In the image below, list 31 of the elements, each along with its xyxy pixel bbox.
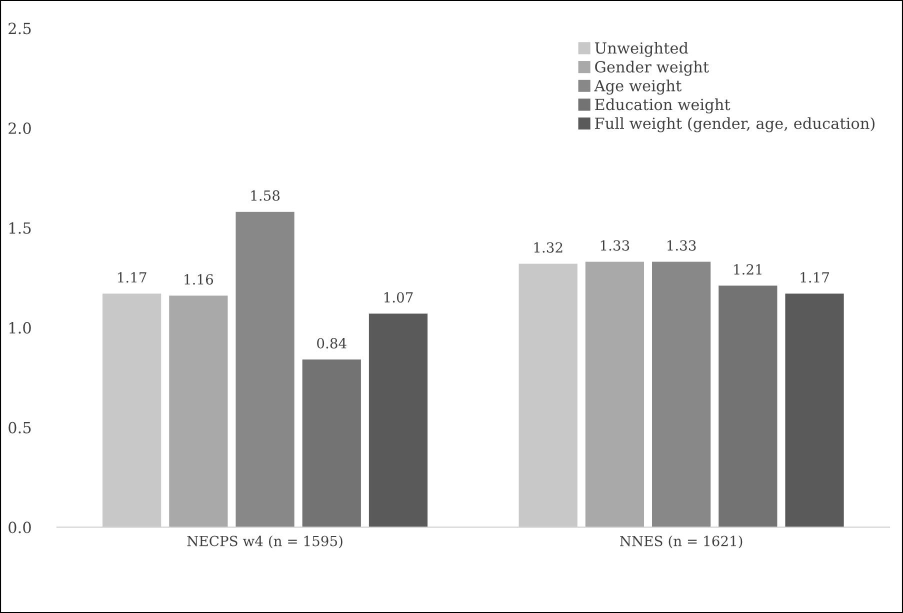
bar <box>785 294 844 528</box>
data-label: 1.33 <box>600 240 630 251</box>
y-tick-label: 2.5 <box>8 22 31 34</box>
y-tick-label: 1.5 <box>9 222 31 234</box>
bar <box>718 286 778 528</box>
legend-label: Gender weight <box>595 60 709 76</box>
legend-label: Age weight <box>594 80 682 95</box>
bar <box>585 262 644 528</box>
bar <box>236 212 294 528</box>
data-label: 1.17 <box>800 272 829 283</box>
bar <box>652 262 711 528</box>
data-label: 1.16 <box>184 274 214 285</box>
y-tick-label: 0.5 <box>8 422 31 434</box>
data-label: 1.33 <box>668 240 696 251</box>
data-label: 1.58 <box>251 190 280 201</box>
data-label: 1.17 <box>118 272 146 283</box>
data-label: 1.32 <box>534 242 562 253</box>
bar <box>169 296 228 528</box>
data-label: 1.21 <box>734 264 762 275</box>
y-tick-label: 1.0 <box>9 322 31 334</box>
legend-label: Unweighted <box>594 42 688 57</box>
legend-label: Education weight <box>595 98 730 114</box>
legend-label: Full weight (gender, age, education) <box>595 117 874 132</box>
x-tick-label: NECPS w4 (n = 1595) <box>187 536 342 548</box>
bar <box>368 314 428 528</box>
data-label: 0.84 <box>317 338 346 348</box>
x-tick-label: NNES (n = 1621) <box>620 536 742 548</box>
data-label: 1.07 <box>384 292 413 303</box>
y-tick-label: 2.0 <box>8 122 31 134</box>
bar <box>302 360 361 528</box>
y-tick-label: 0.0 <box>8 522 31 534</box>
